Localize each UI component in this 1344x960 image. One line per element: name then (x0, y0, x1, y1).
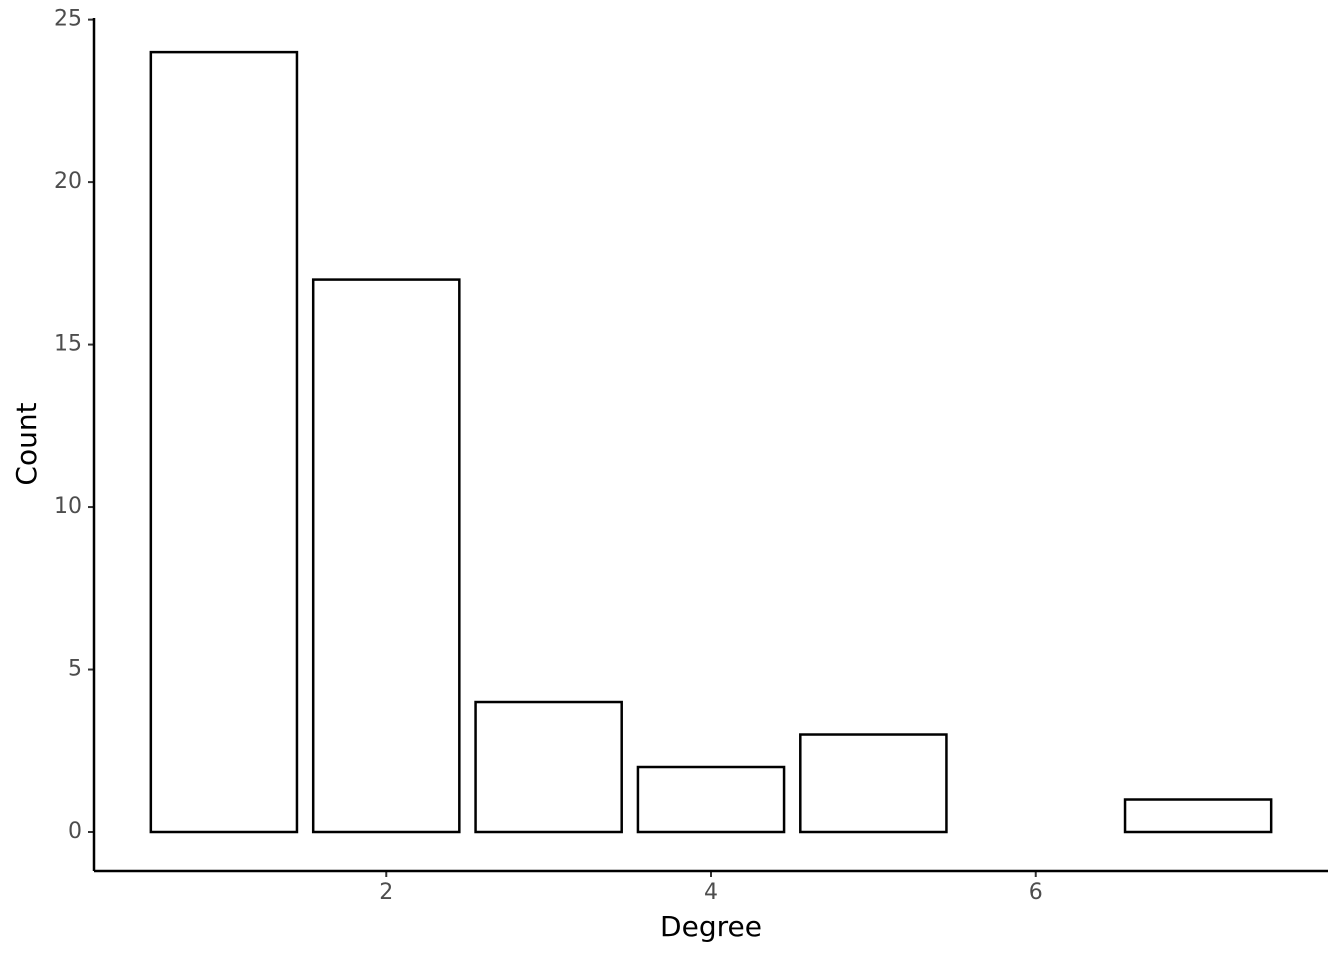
bar (149, 50, 299, 834)
bar (311, 278, 461, 834)
bar (799, 733, 948, 834)
y-tick-label: 15 (54, 332, 82, 357)
x-tick-label: 4 (704, 880, 718, 905)
bar (1123, 798, 1273, 834)
bar (474, 700, 623, 834)
y-tick-label: 20 (54, 169, 82, 194)
y-axis-title: Count (10, 402, 43, 485)
y-tick-label: 25 (54, 7, 82, 32)
x-tick-label: 2 (379, 880, 393, 905)
x-tick-label: 6 (1029, 880, 1043, 905)
y-tick-label: 0 (68, 819, 82, 844)
y-tick-label: 10 (54, 494, 82, 519)
y-tick-label: 5 (68, 657, 82, 682)
x-axis-title: Degree (660, 910, 762, 943)
bar (636, 765, 786, 834)
